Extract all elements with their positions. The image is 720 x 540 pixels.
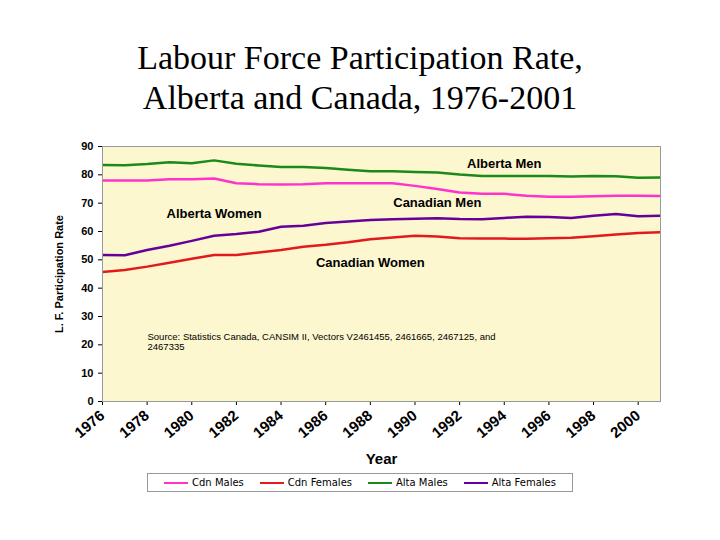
svg-text:2000: 2000 — [607, 407, 643, 441]
svg-text:1988: 1988 — [339, 407, 375, 441]
svg-text:90: 90 — [81, 140, 93, 152]
svg-text:1978: 1978 — [116, 407, 152, 441]
svg-text:Year: Year — [366, 450, 398, 467]
svg-text:L. F. Participation Rate: L. F. Participation Rate — [53, 215, 65, 333]
html-text:Alta Males: Alta Males — [396, 477, 448, 488]
svg-text:0: 0 — [87, 395, 93, 407]
svg-text:70: 70 — [81, 197, 93, 209]
svg-text:1984: 1984 — [250, 406, 287, 441]
svg-text:Canadian Men: Canadian Men — [393, 195, 481, 210]
svg-text:1980: 1980 — [160, 407, 196, 441]
html-text:Labour Force Participation Rat: Labour Force Participation Rate, Alberta… — [137, 39, 583, 116]
html-text:Cdn Males: Cdn Males — [192, 477, 244, 488]
svg-text:1996: 1996 — [517, 407, 553, 441]
svg-text:20: 20 — [81, 338, 93, 350]
svg-text:1976: 1976 — [71, 407, 107, 441]
html-text:Alta Females: Alta Females — [491, 477, 556, 488]
html-text:Cdn Females: Cdn Females — [287, 477, 352, 488]
svg-text:1982: 1982 — [205, 407, 241, 441]
svg-text:1994: 1994 — [473, 406, 510, 441]
svg-text:1990: 1990 — [383, 407, 419, 441]
svg-text:Canadian Women: Canadian Women — [316, 255, 425, 270]
svg-text:80: 80 — [81, 168, 93, 180]
svg-text:Alberta Women: Alberta Women — [167, 206, 262, 221]
svg-text:Alberta Men: Alberta Men — [467, 156, 541, 171]
svg-text:1998: 1998 — [562, 407, 598, 441]
svg-text:50: 50 — [81, 253, 93, 265]
svg-text:60: 60 — [81, 225, 93, 237]
svg-text:10: 10 — [81, 367, 93, 379]
svg-text:Source: Statistics Canada, CAN: Source: Statistics Canada, CANSIM II, Ve… — [148, 331, 496, 352]
svg-text:40: 40 — [81, 282, 93, 294]
svg-text:1986: 1986 — [294, 407, 330, 441]
svg-text:1992: 1992 — [428, 407, 464, 441]
svg-text:30: 30 — [81, 310, 93, 322]
